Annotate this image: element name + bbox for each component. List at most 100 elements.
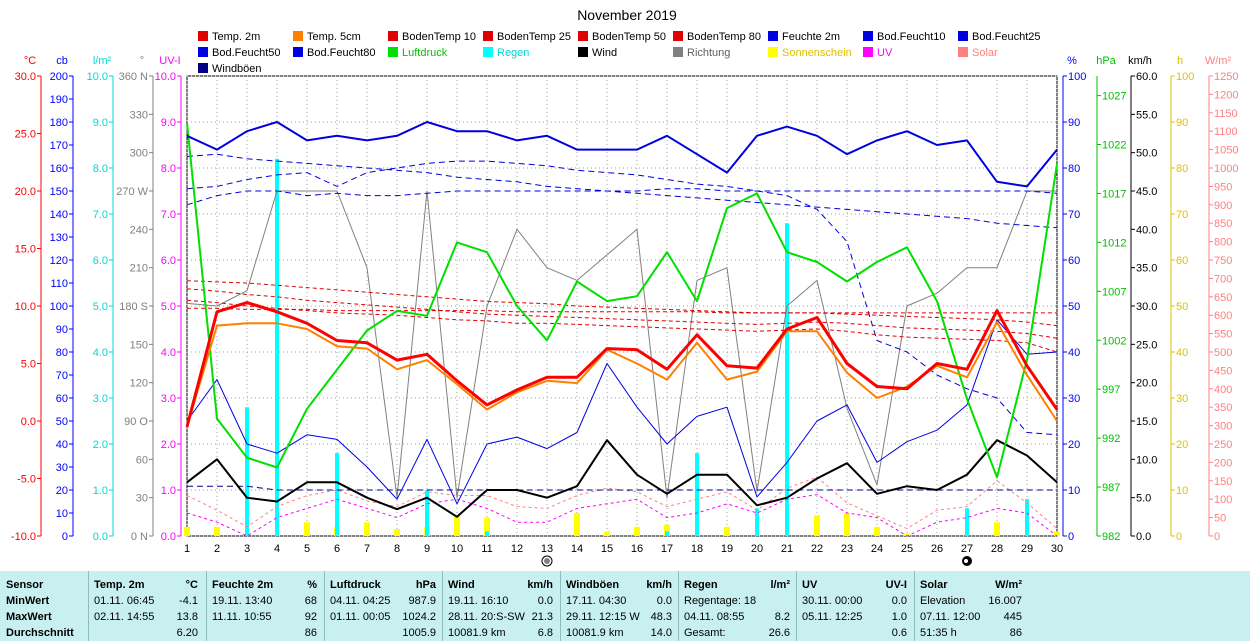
left-axis-tick-label: 6.0 xyxy=(161,255,176,267)
x-tick-label: 23 xyxy=(841,543,853,555)
x-tick-label: 16 xyxy=(631,543,643,555)
x-tick-label: 12 xyxy=(511,543,523,555)
stats-header: Solar xyxy=(920,579,948,591)
stats-header: km/h xyxy=(646,579,672,591)
right-axis-tick-label: 20.0 xyxy=(1136,378,1157,390)
stats-header: °C xyxy=(185,579,198,591)
left-axis-tick-label: 5.0 xyxy=(161,301,176,313)
right-axis-tick-label: 40 xyxy=(1068,347,1080,359)
left-axis-tick-label: 90 O xyxy=(124,416,148,428)
left-axis-tick-label: 8.0 xyxy=(161,163,176,175)
x-tick-label: 24 xyxy=(871,543,883,555)
legend-label: Temp. 2m xyxy=(212,31,260,43)
left-axis-tick-label: 10.0 xyxy=(155,71,176,83)
legend-label: Wind xyxy=(592,47,617,59)
stats-cell: 0.6 xyxy=(891,627,907,639)
stats-cell: 29.11. 12:15 W xyxy=(566,611,640,623)
right-axis-tick-label: 900 xyxy=(1214,200,1232,212)
x-tick-label: 4 xyxy=(274,543,280,555)
left-axis-tick-label: 8.0 xyxy=(93,163,108,175)
stats-separator xyxy=(796,571,797,641)
left-axis-tick-label: 20.0 xyxy=(15,186,36,198)
stats-cell: 1005.9 xyxy=(402,627,436,639)
right-axis-tick-label: 90 xyxy=(1068,117,1080,129)
right-axis-unit: km/h xyxy=(1128,55,1152,67)
stats-cell: 19.11. 16:10 xyxy=(448,595,509,607)
sunshine-bar xyxy=(454,515,460,536)
legend-swatch xyxy=(388,47,398,57)
rain-bar xyxy=(965,508,969,536)
right-axis-unit: W/m² xyxy=(1205,55,1232,67)
stats-cell: 86 xyxy=(304,627,317,639)
left-axis-tick-label: 5.0 xyxy=(21,359,36,371)
right-axis-tick-label: 550 xyxy=(1214,329,1232,341)
x-tick-label: 30 xyxy=(1051,543,1063,555)
sunshine-bar xyxy=(904,533,910,536)
left-axis-unit: cb xyxy=(56,55,68,67)
stats-cell: 14.0 xyxy=(650,627,672,639)
legend-label: Feuchte 2m xyxy=(782,31,840,43)
right-axis-tick-label: 45.0 xyxy=(1136,186,1157,198)
stats-header: Feuchte 2m xyxy=(212,579,274,591)
stats-header: l/m² xyxy=(770,579,790,591)
right-axis-tick-label: 50 xyxy=(1176,301,1188,313)
stats-header: % xyxy=(307,579,317,591)
series-line-bodentemp-25 xyxy=(186,288,1058,339)
rain-bar xyxy=(665,531,669,536)
right-axis-tick-label: 200 xyxy=(1214,457,1232,469)
x-tick-label: 27 xyxy=(961,543,973,555)
stats-cell: 1.0 xyxy=(891,611,907,623)
left-axis-tick-label: 5.0 xyxy=(93,301,108,313)
stats-separator xyxy=(560,571,561,641)
new-moon-icon xyxy=(541,555,553,567)
x-tick-label: 20 xyxy=(751,543,763,555)
stats-separator xyxy=(206,571,207,641)
left-axis-tick-label: -5.0 xyxy=(17,474,36,486)
legend-label: Luftdruck xyxy=(402,47,448,59)
right-axis-tick-label: 50 xyxy=(1214,513,1226,525)
left-axis-tick-label: 3.0 xyxy=(93,393,108,405)
right-axis-tick-label: 30.0 xyxy=(1136,301,1157,313)
right-axis-tick-label: 35.0 xyxy=(1136,263,1157,275)
legend-swatch xyxy=(388,31,398,41)
right-axis-tick-label: 0 xyxy=(1176,531,1182,543)
right-axis-tick-label: 1007 xyxy=(1102,286,1126,298)
sunshine-bar xyxy=(664,524,670,536)
right-axis-tick-label: 20 xyxy=(1176,439,1188,451)
legend-label: BodenTemp 10 xyxy=(402,31,476,43)
right-axis-tick-label: 30 xyxy=(1068,393,1080,405)
sunshine-bar xyxy=(484,517,490,536)
legend-label: Richtung xyxy=(687,47,730,59)
stats-cell: 04.11. 08:55 xyxy=(684,611,745,623)
x-tick-label: 2 xyxy=(214,543,220,555)
stats-cell: -4.1 xyxy=(179,595,198,607)
sunshine-bar xyxy=(574,513,580,536)
right-axis-tick-label: 80 xyxy=(1068,163,1080,175)
left-axis-tick-label: 240 xyxy=(130,224,148,236)
legend-label: BodenTemp 25 xyxy=(497,31,571,43)
left-axis-tick-label: 0.0 xyxy=(93,531,108,543)
stats-cell: 0.0 xyxy=(537,595,553,607)
left-axis-tick-label: 40 xyxy=(56,439,68,451)
left-axis-tick-label: 130 xyxy=(50,232,68,244)
x-tick-label: 22 xyxy=(811,543,823,555)
right-axis-tick-label: 1100 xyxy=(1214,126,1238,138)
x-tick-label: 1 xyxy=(184,543,190,555)
series-line-bodentemp-10 xyxy=(186,299,1058,353)
legend-swatch xyxy=(673,47,683,57)
sunshine-bar xyxy=(304,522,310,536)
left-axis-tick-label: 200 xyxy=(50,71,68,83)
x-tick-label: 10 xyxy=(451,543,463,555)
left-axis-tick-label: 360 N xyxy=(119,71,148,83)
left-axis-unit: ° xyxy=(140,55,144,67)
stats-cell: 8.2 xyxy=(774,611,790,623)
rain-bar xyxy=(425,490,429,536)
x-tick-label: 29 xyxy=(1021,543,1033,555)
legend-swatch xyxy=(293,47,303,57)
sunshine-bar xyxy=(394,529,400,536)
stats-cell: 1024.2 xyxy=(402,611,436,623)
legend-swatch xyxy=(578,47,588,57)
right-axis-tick-label: 650 xyxy=(1214,292,1232,304)
right-axis-tick-label: 80 xyxy=(1176,163,1188,175)
left-axis-tick-label: 110 xyxy=(50,278,68,290)
